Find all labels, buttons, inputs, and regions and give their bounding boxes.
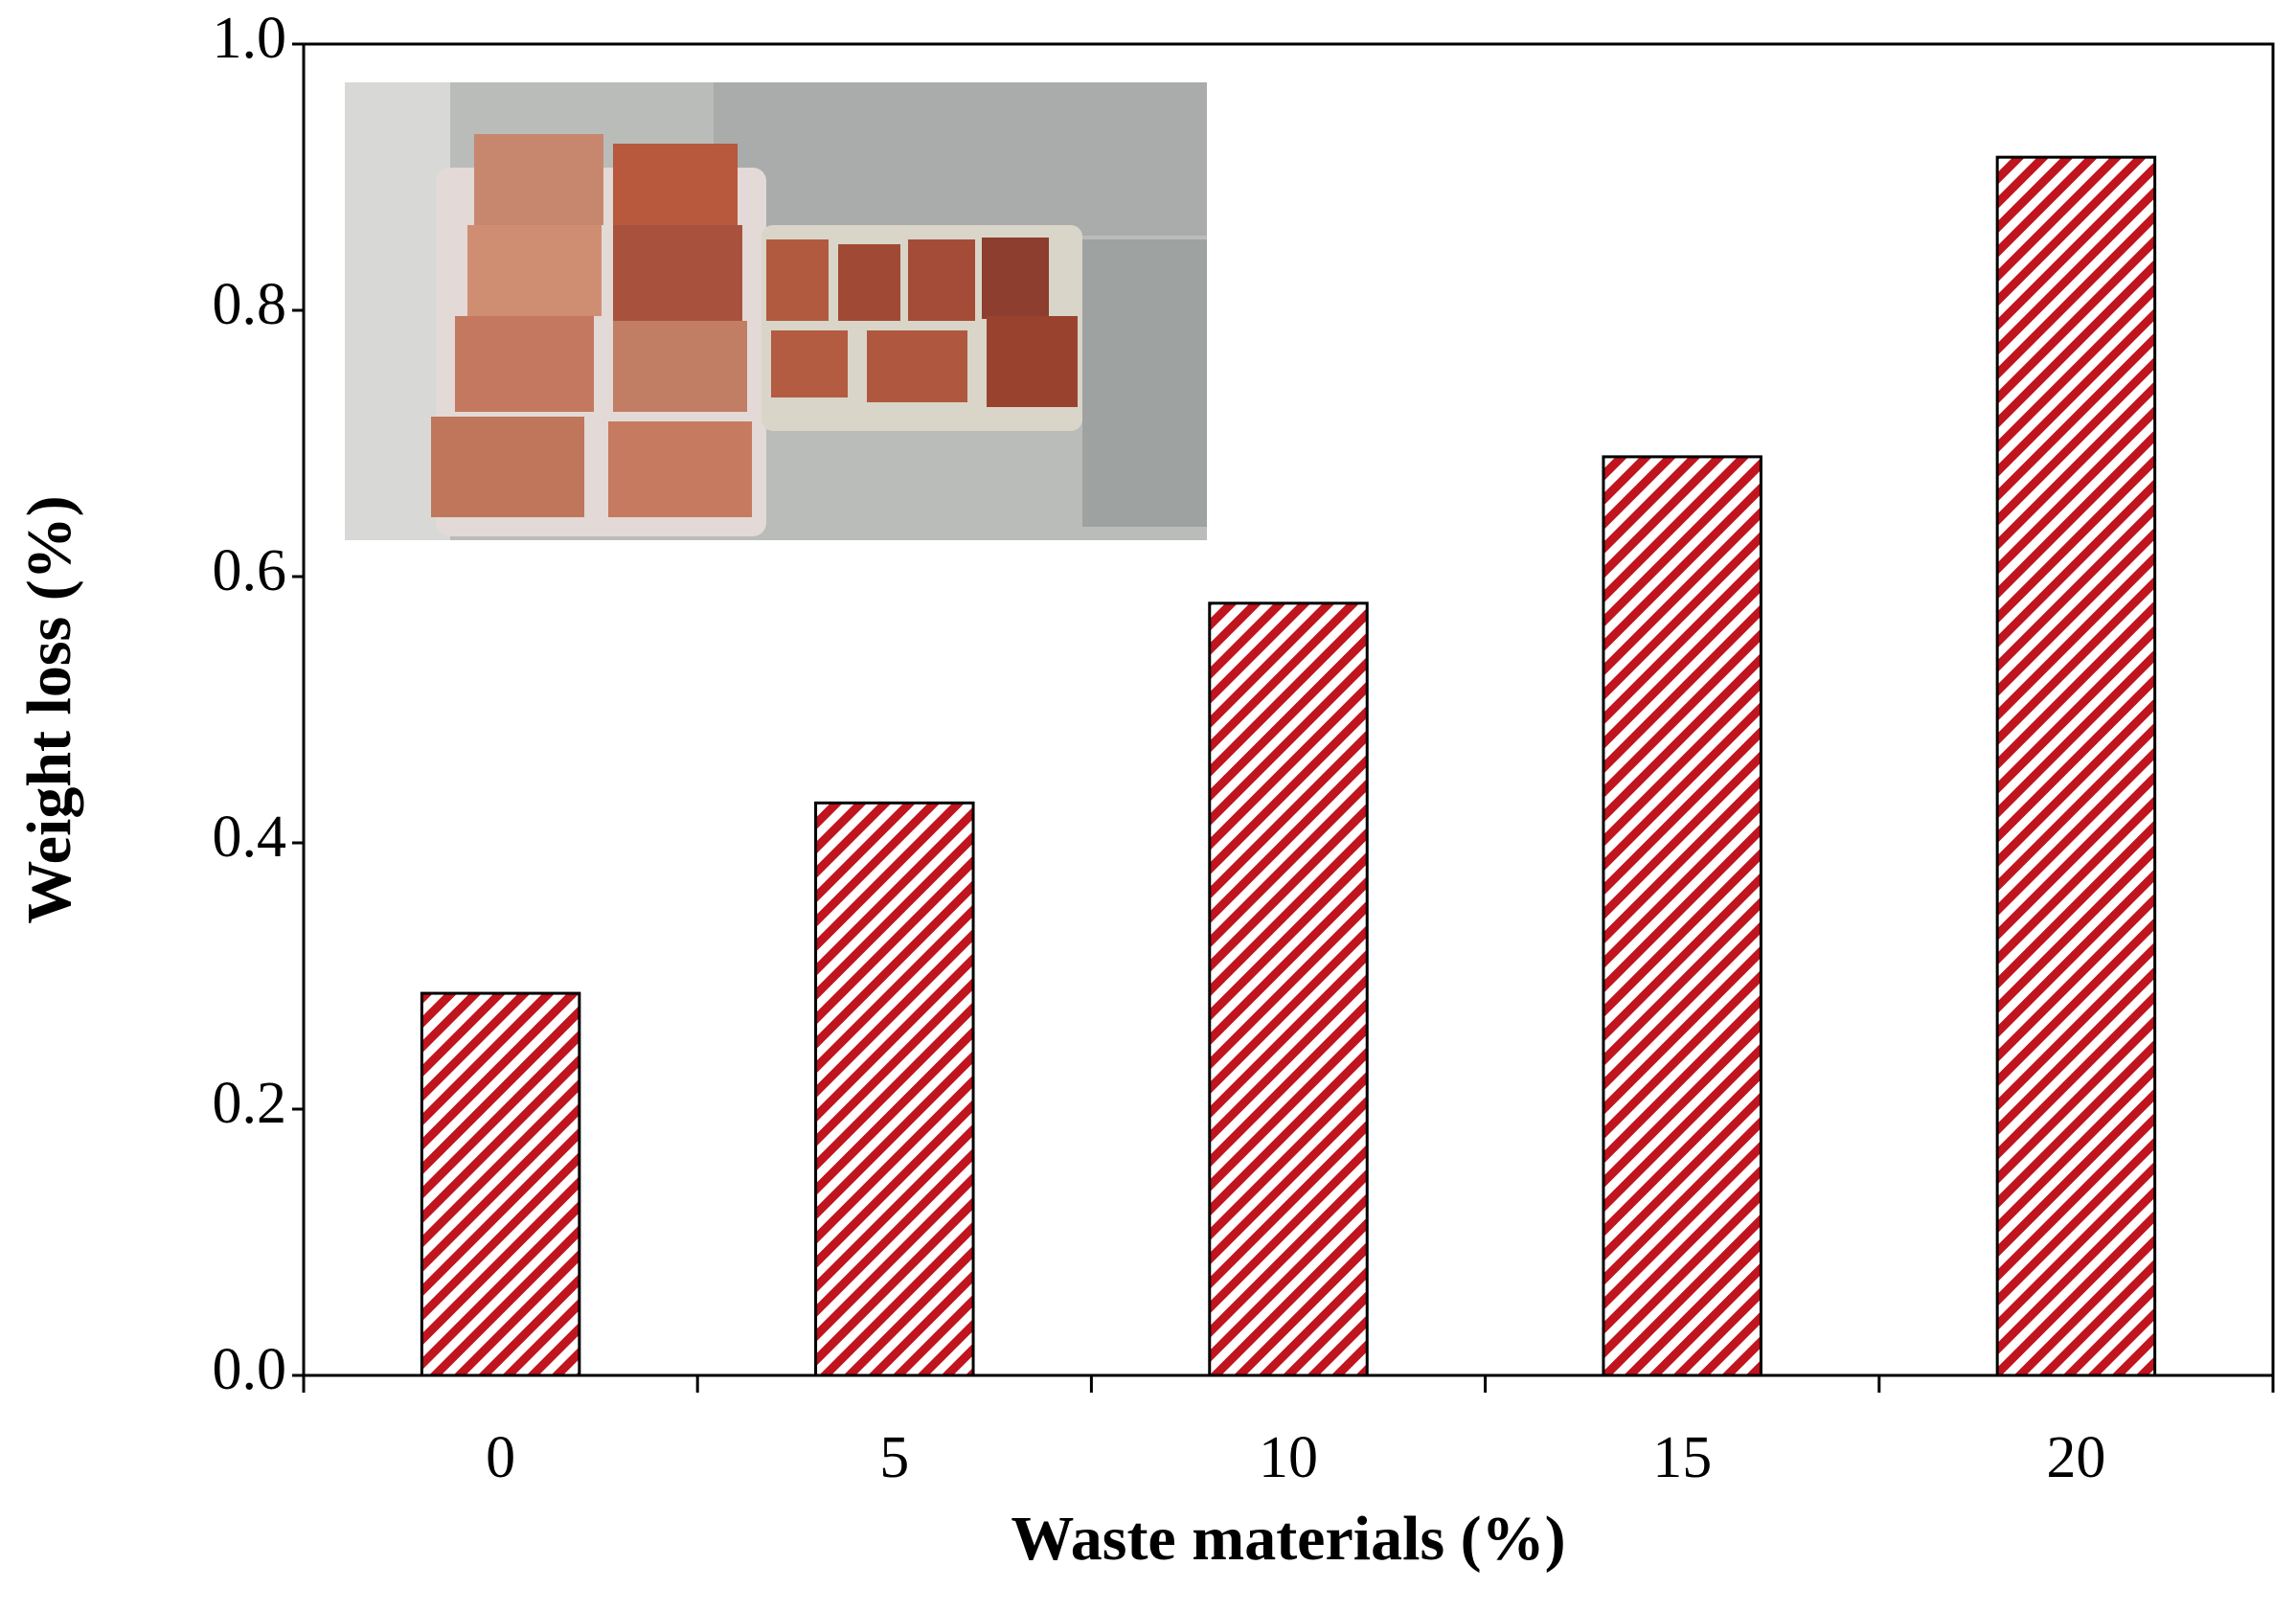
bar [814,801,975,1377]
x-tick-label: 10 [1259,1425,1318,1490]
y-tick-label: 1.0 [213,6,287,71]
bar [1995,155,2157,1377]
x-axis-title: Waste materials (%) [1011,1504,1565,1574]
x-tick-label: 20 [2046,1425,2105,1490]
y-tick-label: 0.0 [213,1337,287,1402]
x-tick-label: 15 [1652,1425,1712,1490]
bar [420,991,581,1377]
y-tick-label: 0.2 [213,1071,287,1136]
inset-photo [345,82,1207,540]
bar [1602,455,1762,1377]
x-tick-label: 0 [486,1425,515,1490]
y-tick-label: 0.4 [213,805,287,870]
y-tick-label: 0.8 [213,272,287,337]
y-tick-label: 0.6 [213,538,287,603]
bar [1208,601,1369,1377]
x-tick-label: 5 [879,1425,909,1490]
y-axis-title: Weight loss (%) [14,495,84,923]
